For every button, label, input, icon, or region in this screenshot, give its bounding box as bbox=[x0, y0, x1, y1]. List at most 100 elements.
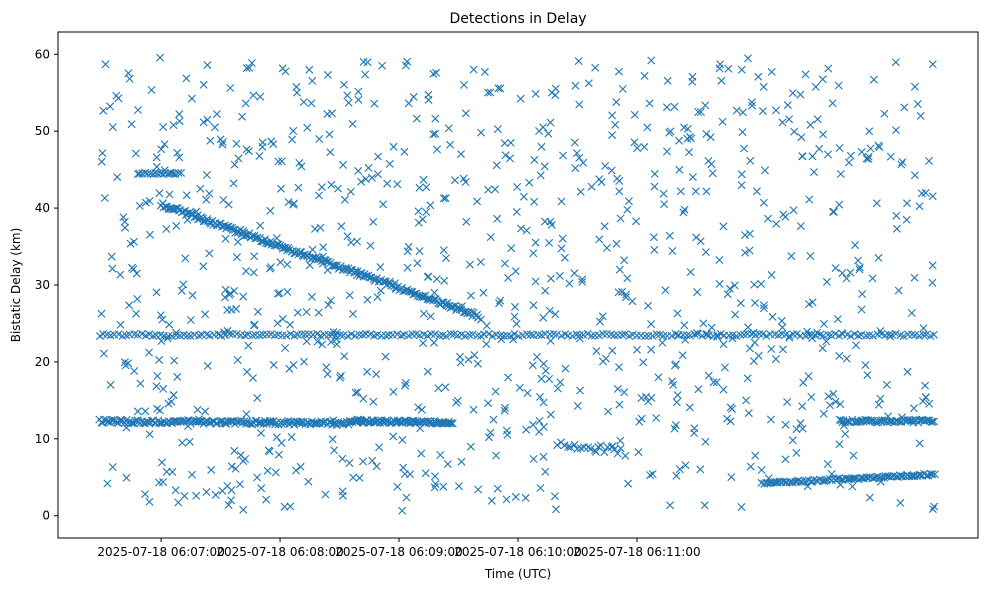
data-point bbox=[323, 110, 332, 119]
data-point bbox=[614, 288, 623, 297]
data-point bbox=[108, 123, 117, 132]
data-point bbox=[157, 337, 166, 345]
data-point bbox=[857, 147, 866, 156]
data-point bbox=[907, 472, 916, 480]
data-point bbox=[546, 336, 555, 345]
data-point bbox=[175, 117, 184, 126]
data-point bbox=[675, 136, 684, 145]
data-point bbox=[789, 206, 798, 215]
data-point bbox=[785, 115, 794, 124]
data-point bbox=[594, 442, 603, 451]
data-point bbox=[748, 101, 757, 110]
data-point bbox=[494, 84, 503, 93]
data-point bbox=[610, 331, 619, 340]
data-point bbox=[876, 394, 885, 403]
data-point bbox=[604, 407, 613, 416]
data-point bbox=[874, 400, 883, 409]
data-point bbox=[229, 179, 238, 188]
data-point bbox=[274, 157, 283, 166]
data-point bbox=[579, 158, 588, 167]
data-point bbox=[570, 269, 579, 278]
data-point bbox=[299, 98, 308, 106]
data-points bbox=[95, 53, 939, 515]
data-point bbox=[257, 429, 265, 438]
data-point bbox=[149, 331, 158, 340]
data-point bbox=[707, 323, 716, 332]
data-point bbox=[205, 249, 214, 258]
data-point bbox=[201, 310, 210, 319]
data-point bbox=[898, 472, 907, 481]
data-point bbox=[282, 331, 291, 340]
data-point bbox=[113, 173, 122, 182]
data-point bbox=[608, 346, 617, 355]
data-point bbox=[737, 170, 746, 179]
data-point bbox=[829, 207, 838, 216]
data-point bbox=[700, 501, 709, 510]
data-point bbox=[336, 373, 344, 382]
data-point bbox=[781, 212, 790, 221]
data-point bbox=[288, 135, 297, 144]
data-point bbox=[328, 435, 337, 444]
data-point bbox=[239, 457, 248, 466]
data-point bbox=[824, 64, 833, 73]
data-point bbox=[568, 332, 577, 340]
data-point bbox=[599, 357, 607, 366]
data-point bbox=[427, 330, 436, 339]
data-point bbox=[305, 261, 314, 270]
data-point bbox=[385, 159, 394, 168]
data-point bbox=[688, 173, 697, 182]
data-point bbox=[843, 417, 852, 426]
data-point bbox=[681, 335, 690, 344]
data-point bbox=[703, 330, 712, 339]
data-point bbox=[349, 309, 357, 318]
data-point bbox=[461, 109, 470, 118]
data-point bbox=[385, 277, 394, 286]
data-point bbox=[442, 254, 450, 263]
data-point bbox=[674, 330, 683, 339]
data-point bbox=[130, 330, 139, 339]
data-point bbox=[398, 435, 407, 444]
data-point bbox=[296, 462, 305, 471]
data-point bbox=[401, 378, 410, 387]
data-point bbox=[473, 310, 481, 319]
data-point bbox=[897, 160, 906, 169]
data-point bbox=[540, 162, 549, 171]
data-point bbox=[730, 281, 739, 290]
data-point bbox=[448, 419, 457, 428]
data-point bbox=[202, 488, 211, 496]
data-point bbox=[928, 417, 937, 426]
data-point bbox=[681, 461, 690, 470]
data-point bbox=[663, 76, 672, 85]
data-point bbox=[667, 331, 676, 340]
data-point bbox=[788, 89, 797, 98]
data-point bbox=[112, 91, 121, 100]
data-point bbox=[432, 275, 441, 283]
data-point bbox=[523, 330, 531, 339]
data-point bbox=[545, 330, 554, 339]
data-point bbox=[473, 359, 482, 368]
data-point bbox=[818, 344, 827, 353]
data-point bbox=[180, 491, 189, 500]
data-point bbox=[337, 222, 346, 231]
data-point bbox=[637, 394, 646, 402]
data-point bbox=[808, 298, 817, 307]
data-point bbox=[250, 321, 258, 330]
data-point bbox=[526, 330, 535, 339]
data-point bbox=[179, 280, 188, 289]
data-point bbox=[831, 264, 840, 273]
data-point bbox=[424, 90, 433, 99]
data-point bbox=[615, 400, 624, 409]
data-point bbox=[316, 223, 325, 232]
data-point bbox=[891, 58, 900, 67]
data-point bbox=[685, 148, 693, 157]
x-axis-label: Time (UTC) bbox=[484, 567, 551, 581]
data-point bbox=[573, 401, 582, 410]
data-point bbox=[477, 315, 485, 324]
data-point bbox=[612, 239, 621, 248]
data-point bbox=[491, 387, 500, 396]
data-point bbox=[372, 462, 381, 471]
data-point bbox=[679, 208, 688, 217]
data-point bbox=[361, 175, 370, 184]
data-point bbox=[273, 319, 282, 328]
data-point bbox=[327, 180, 336, 189]
